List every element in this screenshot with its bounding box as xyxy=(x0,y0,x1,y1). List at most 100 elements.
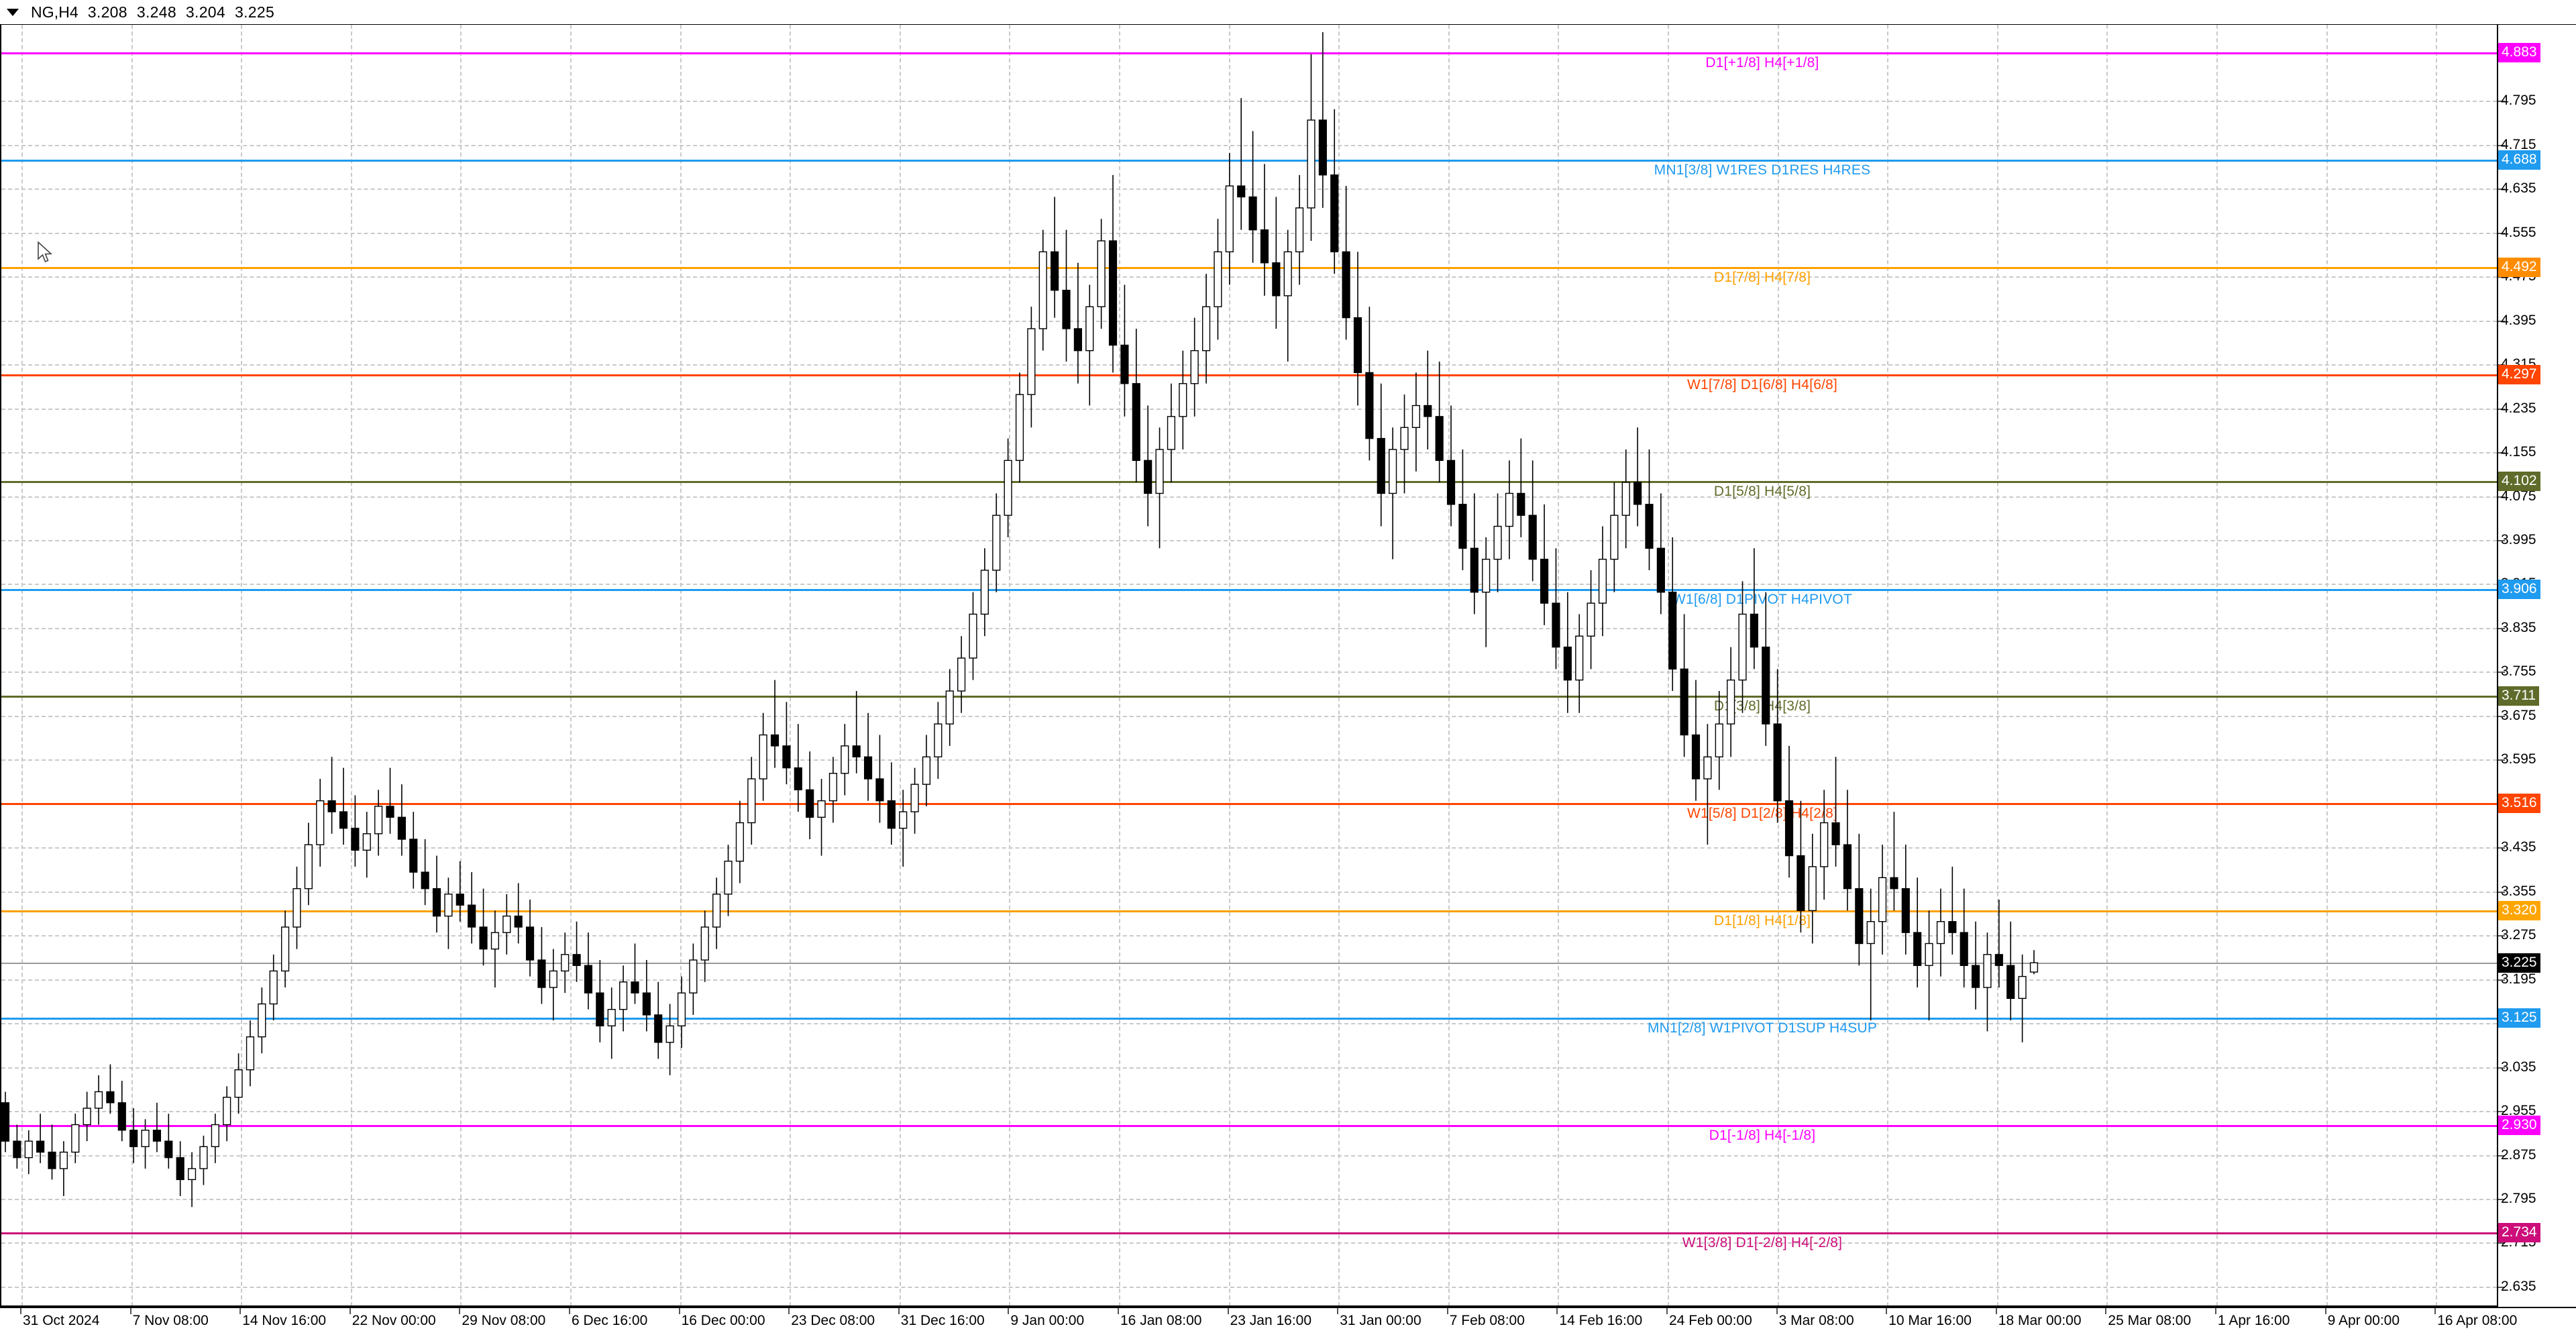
price-tick-mark xyxy=(2498,452,2505,454)
price-badge[interactable]: 4.102 xyxy=(2498,472,2540,492)
price-tick-mark xyxy=(2498,627,2505,629)
price-badge[interactable]: 3.125 xyxy=(2498,1008,2540,1028)
time-tick-mark xyxy=(1886,1308,1888,1314)
time-tick-mark xyxy=(1227,1308,1229,1314)
time-tick-label: 31 Jan 00:00 xyxy=(1340,1313,1421,1328)
price-scale[interactable]: 4.7954.7154.6354.5554.4754.3954.3154.235… xyxy=(2498,25,2576,1307)
time-tick-mark xyxy=(1776,1308,1778,1314)
price-tick-mark xyxy=(2498,979,2505,981)
price-tick-label: 3.675 xyxy=(2501,707,2536,723)
chart-plot-area[interactable]: D1[+1/8] H4[+1/8] MN1[3/8] W1RES D1RES H4… xyxy=(0,25,2497,1306)
chart-title-bar: NG,H4 3.208 3.248 3.204 3.225 xyxy=(0,0,2576,25)
vertical-gridline xyxy=(680,25,682,1306)
time-tick-mark xyxy=(20,1308,21,1314)
level-label: D1[+1/8] H4[+1/8] xyxy=(1705,55,1819,71)
time-tick-mark xyxy=(459,1308,461,1314)
horizontal-gridline xyxy=(1,232,2497,234)
price-tick-mark xyxy=(2498,847,2505,849)
level-line[interactable] xyxy=(1,1124,2497,1127)
time-tick-mark xyxy=(1556,1308,1558,1314)
time-tick-mark xyxy=(349,1308,351,1314)
price-tick-mark xyxy=(2498,1155,2505,1157)
vertical-gridline xyxy=(2216,25,2218,1306)
price-badge[interactable]: 3.320 xyxy=(2498,901,2540,921)
price-tick-mark xyxy=(2498,496,2505,498)
price-tick-mark xyxy=(2498,672,2505,674)
horizontal-gridline xyxy=(1,759,2497,761)
price-tick-label: 3.995 xyxy=(2501,532,2536,547)
price-tick-mark xyxy=(2498,759,2505,761)
price-tick-label: 4.795 xyxy=(2501,93,2536,109)
current-price-line xyxy=(1,963,2497,965)
ohlc-high: 3.248 xyxy=(136,3,176,21)
price-tick-label: 2.635 xyxy=(2501,1278,2536,1294)
price-badge[interactable]: 3.516 xyxy=(2498,793,2540,813)
vertical-gridline xyxy=(1558,25,1560,1306)
price-tick-label: 3.195 xyxy=(2501,971,2536,987)
horizontal-gridline xyxy=(1,935,2497,937)
level-label: W1[7/8] D1[6/8] H4[6/8] xyxy=(1686,376,1838,392)
time-tick-mark xyxy=(1666,1308,1668,1314)
time-scale[interactable]: 31 Oct 2024 7 Nov 08:00 14 Nov 16:00 22 Nov… xyxy=(0,1307,2576,1339)
price-badge[interactable]: 2.734 xyxy=(2498,1222,2540,1242)
price-tick-label: 4.555 xyxy=(2501,224,2536,240)
time-tick-label: 14 Nov 16:00 xyxy=(242,1313,327,1328)
price-tick-label: 2.955 xyxy=(2501,1103,2536,1119)
price-tick-mark xyxy=(2498,320,2505,322)
level-line[interactable] xyxy=(1,374,2497,376)
time-tick-label: 7 Nov 08:00 xyxy=(132,1313,209,1328)
price-badge[interactable]: 2.930 xyxy=(2498,1115,2540,1135)
level-label: W1[6/8] D1PIVOT H4PIVOT xyxy=(1672,591,1852,607)
price-badge[interactable]: 3.711 xyxy=(2498,686,2539,706)
price-badge[interactable]: 3.906 xyxy=(2498,579,2540,599)
vertical-gridline xyxy=(1777,25,1779,1306)
level-line[interactable] xyxy=(1,802,2497,805)
horizontal-gridline xyxy=(1,364,2497,366)
price-badge[interactable]: 4.883 xyxy=(2498,43,2540,63)
time-tick-label: 9 Jan 00:00 xyxy=(1010,1313,1085,1328)
price-badge[interactable]: 4.297 xyxy=(2498,364,2540,384)
time-tick-label: 22 Nov 00:00 xyxy=(352,1313,436,1328)
price-tick-label: 4.635 xyxy=(2501,180,2536,197)
price-tick-label: 3.755 xyxy=(2501,663,2536,680)
price-tick-label: 4.235 xyxy=(2501,400,2536,416)
level-line[interactable] xyxy=(1,1232,2497,1234)
level-line[interactable] xyxy=(1,696,2497,698)
price-tick-mark xyxy=(2498,144,2505,146)
vertical-gridline xyxy=(1668,25,1669,1306)
ohlc-low: 3.204 xyxy=(185,3,225,21)
level-label: W1[3/8] D1[-2/8] H4[-2/8] xyxy=(1682,1234,1843,1250)
level-line[interactable] xyxy=(1,588,2497,591)
horizontal-gridline xyxy=(1,1023,2497,1025)
time-tick-label: 18 Mar 00:00 xyxy=(1998,1313,2082,1328)
vertical-gridline xyxy=(131,25,133,1306)
time-tick-mark xyxy=(1008,1308,1010,1314)
price-tick-mark xyxy=(2498,1199,2505,1200)
horizontal-gridline xyxy=(1,1286,2497,1288)
time-tick-label: 24 Feb 00:00 xyxy=(1669,1313,1752,1328)
vertical-gridline xyxy=(1887,25,1889,1306)
level-line[interactable] xyxy=(1,910,2497,913)
time-tick-label: 16 Jan 08:00 xyxy=(1120,1313,1202,1328)
level-line[interactable] xyxy=(1,481,2497,484)
price-badge[interactable]: 4.688 xyxy=(2498,150,2540,170)
price-tick-label: 3.035 xyxy=(2501,1059,2536,1075)
horizontal-gridline xyxy=(1,672,2497,674)
level-line[interactable] xyxy=(1,52,2497,55)
candlestick-series xyxy=(1,32,2039,1208)
price-badge[interactable]: 4.492 xyxy=(2498,258,2540,278)
price-tick-label: 3.355 xyxy=(2501,883,2536,899)
price-badge[interactable]: 3.225 xyxy=(2498,953,2540,973)
level-line[interactable] xyxy=(1,267,2497,270)
time-tick-mark xyxy=(2434,1308,2436,1314)
time-tick-mark xyxy=(898,1308,900,1314)
horizontal-gridline xyxy=(1,540,2497,541)
vertical-gridline xyxy=(2326,25,2328,1306)
vertical-gridline xyxy=(1996,25,1998,1306)
caret-down-icon[interactable] xyxy=(7,8,19,16)
price-tick-mark xyxy=(2498,1067,2505,1069)
level-line[interactable] xyxy=(1,1017,2497,1020)
time-tick-label: 16 Dec 00:00 xyxy=(681,1313,765,1328)
level-label: MN1[3/8] W1RES D1RES H4RES xyxy=(1654,162,1871,178)
level-line[interactable] xyxy=(1,159,2497,162)
